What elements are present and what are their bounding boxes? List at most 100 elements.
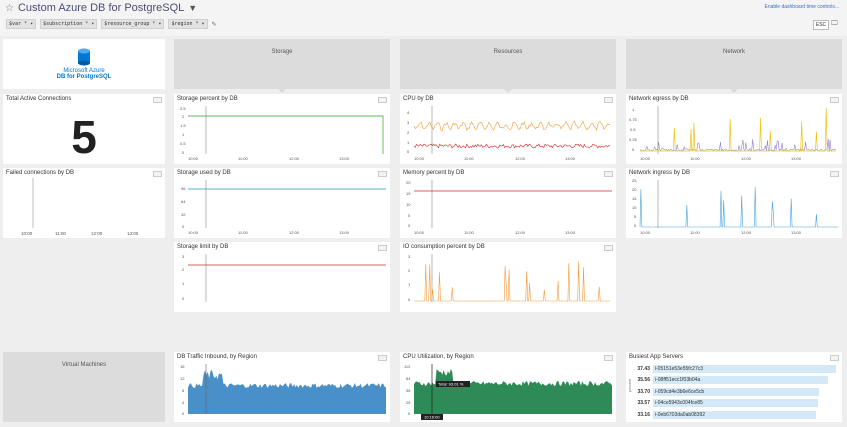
x-tick: 13:00 [565,156,576,161]
widget-menu-icon[interactable] [830,355,839,361]
resource-group-selector[interactable]: $resource_group * ▾ [101,19,165,29]
pencil-icon[interactable]: ✎ [211,21,217,28]
y-tick: 28 [406,400,411,405]
widget-menu-icon[interactable] [830,171,839,177]
widget-title: CPU by DB [403,96,434,102]
y-tick: 3 [408,254,411,259]
toplist-row[interactable]: 33.16 i-0eb6703da0ab08392 [630,410,836,420]
widget-menu-icon[interactable] [604,245,613,251]
y-tick: 0.75 [629,117,638,122]
y-tick: 0 [182,411,185,416]
row-bar: i-08ff51ecc1f03b04a [653,376,828,385]
esc-button[interactable]: ESC [813,20,829,30]
widget-menu-icon[interactable] [604,355,613,361]
network-egress-widget: Network egress by DB 1 0.75 0.5 0.25 0 1… [626,94,842,164]
y-tick: 0 [408,297,411,302]
toplist-row[interactable]: 33.57 i-04ce5943c004fce85 [630,399,836,409]
widget-menu-icon[interactable] [830,97,839,103]
x-tick: 10:00 [188,230,199,235]
x-tick: 12:00 [741,156,752,161]
x-tick: 10:00 [414,156,425,161]
widget-menu-icon[interactable] [378,171,387,177]
template-variables: $var * ▾ $subscription * ▾ $resource_group * ▾… [6,19,217,29]
y-tick: 2.5 [180,106,186,111]
widget-menu-icon[interactable] [378,97,387,103]
star-icon[interactable]: ☆ [5,2,14,14]
widget-title: Total Active Connections [6,96,72,102]
dashboard-title[interactable]: ☆ Custom Azure DB for PostgreSQL ▼ [5,2,197,14]
var-name: $region [171,21,193,27]
var-selector[interactable]: $var * ▾ [6,19,37,29]
x-tick: 12:00 [515,230,526,235]
y-tick: 10 [632,205,637,210]
tv-mode-icon[interactable]: 🖵 [831,20,838,27]
y-tick: 1 [407,140,410,145]
widget-menu-icon[interactable] [604,171,613,177]
series-line [639,186,838,228]
y-tick: 112 [404,364,411,369]
y-tick: 0 [182,150,185,155]
busiest-app-servers-widget: Busiest App Servers percent 37.43 i-05151… [626,352,842,422]
widget-menu-icon[interactable] [378,245,387,251]
azure-logo-widget: Microsoft Azure DB for PostgreSQL [3,39,165,89]
y-tick: 0.5 [630,127,636,132]
widget-menu-icon[interactable] [153,97,162,103]
tooltip-total: Total: 93.01 % [438,382,464,387]
toplist-row[interactable]: 33.70 i-059cd4e3b6e6ce5cb [630,387,836,397]
y-tick: 0.5 [180,141,186,146]
tooltip-time: 10:16:00 [424,415,440,420]
y-tick: 0 [182,296,185,301]
toplist-row[interactable]: 35.56 i-08ff51ecc1f03b04a [630,376,836,386]
note-arrow [278,89,286,93]
cpu-by-db-chart: 4 3 2 1 0 10:00 11:00 12:00 13:00 [407,106,611,161]
y-tick: 2 [182,267,185,272]
virtual-machines-note: Virtual Machines [3,352,165,422]
storage-used-widget: Storage used by DB 96 64 32 0 10:00 11:0… [174,168,390,238]
resources-note: Resources [400,39,616,93]
y-tick: 0 [408,411,411,416]
storage-used-chart: 96 64 32 0 10:00 11:00 12:00 13:00 [181,180,386,235]
note-text: Network [722,49,745,55]
x-tick: 10:00 [188,156,199,161]
row-value: 33.70 [637,388,650,395]
tooltip-time-box [421,414,443,420]
y-tick: 12 [180,376,185,381]
var-name: $var [9,21,22,27]
total-active-connections-widget: Total Active Connections 5 [3,94,165,164]
chevron-down-icon[interactable]: ▼ [188,3,198,13]
y-tick: 2 [407,130,410,135]
toplist-row[interactable]: 37.43 i-05151e53e55fc27c3 [630,364,836,374]
subscription-selector[interactable]: $subscription * ▾ [40,19,98,29]
x-tick: 11:00 [238,156,248,161]
y-tick: 0 [634,223,637,228]
x-tick: 11:00 [464,156,474,161]
network-ingress-chart: 25 20 15 10 5 0 10:00 11:00 12:00 13:00 [632,178,838,235]
row-value: 35.56 [637,377,650,384]
x-tick: 12:00 [289,156,300,161]
note-arrow [730,89,738,93]
row-bar: i-05151e53e55fc27c3 [652,364,836,373]
widget-title: Storage percent by DB [177,96,238,102]
x-tick: 12:00 [289,230,300,235]
y-tick: 0 [407,149,410,154]
note-text: Storage [271,49,293,55]
widget-menu-icon[interactable] [378,355,387,361]
chevron-down-icon: ▾ [158,21,162,27]
y-tick: 8 [182,388,185,393]
y-tick: 0 [408,223,411,228]
x-tick: 13:00 [127,231,139,236]
region-selector[interactable]: $region * ▾ [168,19,208,29]
widget-menu-icon[interactable] [604,97,613,103]
widget-menu-icon[interactable] [153,171,162,177]
row-bar: i-0eb6703da0ab08392 [653,410,816,419]
y-tick: 0.25 [629,137,638,142]
enable-time-controls-link[interactable]: Enable dashboard time controls... [764,4,840,10]
database-icon [78,48,90,66]
network-egress-chart: 1 0.75 0.5 0.25 0 10:00 11:00 12:00 13:0… [629,106,836,161]
area-blue [188,370,386,414]
y-tick: 4 [182,400,185,405]
x-tick: 13:00 [791,230,802,235]
series-line [188,115,384,154]
x-tick: 12:00 [741,230,752,235]
y-tick: 20 [632,187,637,192]
